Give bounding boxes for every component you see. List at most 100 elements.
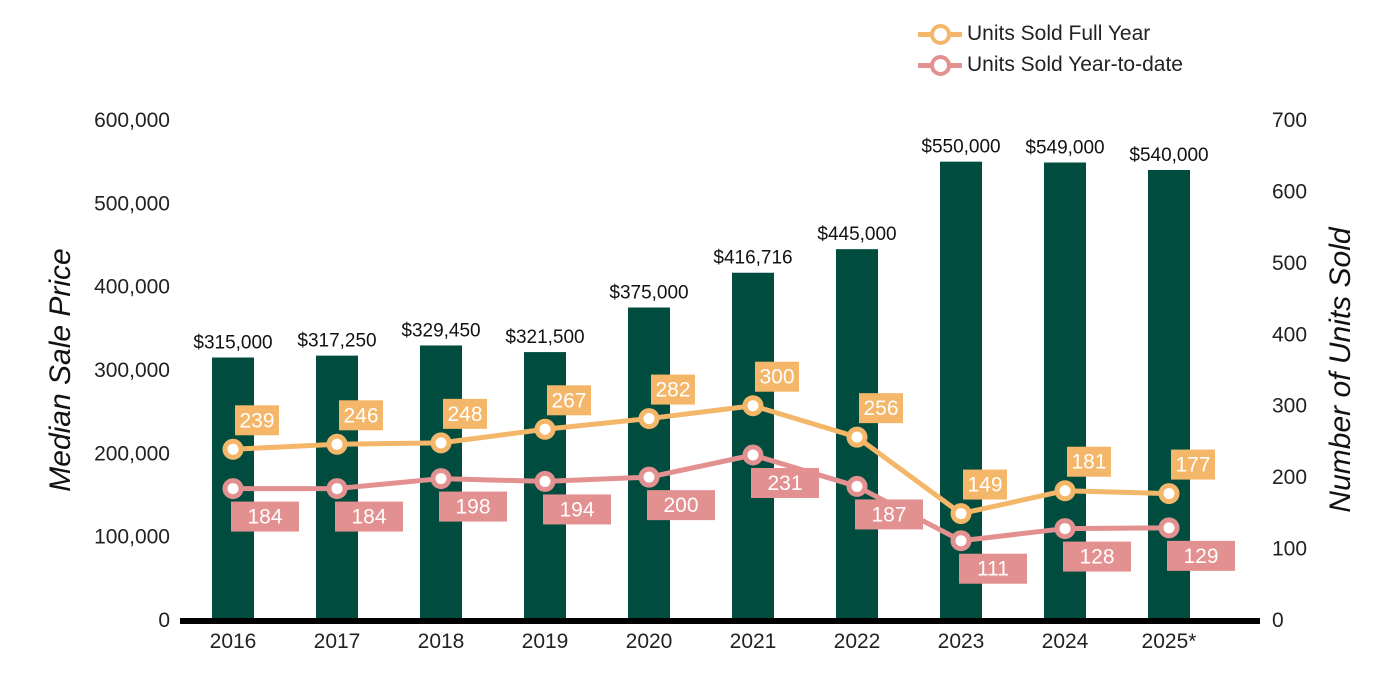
x-axis-line (180, 618, 1260, 624)
data-label-box (439, 491, 507, 522)
series-point (1158, 483, 1180, 505)
series-point (742, 395, 764, 417)
bar-value-label: $315,000 (193, 333, 272, 354)
bar-value-label: $549,000 (1025, 138, 1104, 159)
series-point (430, 432, 452, 454)
data-label-box (1167, 540, 1235, 571)
data-label-box (543, 494, 611, 525)
y-tick-right: 0 (1272, 609, 1284, 632)
data-label-box (1171, 449, 1215, 480)
series-point (1054, 518, 1076, 540)
series-point (638, 408, 660, 430)
series-point (1158, 517, 1180, 539)
legend-label-full-year: Units Sold Full Year (967, 21, 1151, 45)
data-label: 181 (1071, 451, 1106, 474)
y2-axis-title: Number of Units Sold (1324, 226, 1357, 512)
y-tick-left: 200,000 (94, 442, 170, 465)
bar-value-label: $317,250 (297, 331, 376, 352)
series-point (222, 478, 244, 500)
y-tick-left: 600,000 (94, 109, 170, 132)
data-label: 248 (447, 403, 482, 426)
x-tick-label: 2022 (834, 630, 881, 653)
series-point (1054, 480, 1076, 502)
legend-marker-full-year (918, 23, 962, 45)
data-label-box (855, 499, 923, 530)
data-label-box (1067, 446, 1111, 477)
y-tick-right: 200 (1272, 466, 1307, 489)
bar-value-label: $540,000 (1129, 145, 1208, 166)
series-point (534, 470, 556, 492)
data-label: 282 (655, 379, 690, 402)
bar-value-label: $375,000 (609, 283, 688, 304)
series-point (846, 475, 868, 497)
series-point (326, 433, 348, 455)
x-tick-label: 2016 (210, 630, 257, 653)
data-label: 184 (247, 506, 282, 529)
x-tick-label: 2024 (1042, 630, 1089, 653)
y-tick-right: 300 (1272, 395, 1307, 418)
data-label: 149 (967, 474, 1002, 497)
data-label: 246 (343, 404, 378, 427)
x-tick-label: 2023 (938, 630, 985, 653)
data-label-box (959, 553, 1027, 584)
data-label: 111 (977, 558, 1009, 581)
legend-label-ytd: Units Sold Year-to-date (967, 52, 1183, 76)
data-label-box (963, 469, 1007, 500)
data-label: 231 (767, 472, 802, 495)
y-tick-left: 400,000 (94, 276, 170, 299)
legend-marker-ytd (918, 54, 962, 76)
x-tick-label: 2025* (1142, 630, 1197, 653)
data-label-box (235, 405, 279, 436)
data-label-box (647, 490, 715, 521)
data-label: 267 (551, 389, 586, 412)
series-point (742, 444, 764, 466)
x-tick-label: 2018 (418, 630, 465, 653)
data-label-box (755, 361, 799, 392)
series-point (222, 438, 244, 460)
data-label-box (339, 400, 383, 431)
series-line (233, 452, 1170, 544)
x-tick-label: 2019 (522, 630, 569, 653)
series-point (326, 478, 348, 500)
data-label: 194 (559, 498, 594, 521)
legend-item-ytd: Units Sold Year-to-date (918, 49, 1183, 80)
legend: Units Sold Full Year Units Sold Year-to-… (918, 18, 1183, 80)
data-label-box (443, 398, 487, 429)
y-tick-right: 100 (1272, 538, 1307, 561)
bar-value-label: $329,450 (401, 320, 480, 341)
y-tick-left: 500,000 (94, 192, 170, 215)
series-line (232, 403, 1170, 517)
y-axis-title: Median Sale Price (44, 248, 77, 491)
y-tick-left: 100,000 (94, 526, 170, 549)
x-tick-label: 2020 (626, 630, 673, 653)
series-point (534, 418, 556, 440)
x-tick-label: 2021 (730, 630, 777, 653)
data-label: 128 (1079, 546, 1114, 569)
data-label: 239 (239, 409, 274, 432)
data-label: 187 (871, 503, 906, 526)
bar-value-label: $445,000 (817, 224, 896, 245)
data-label-box (335, 501, 403, 532)
legend-item-full-year: Units Sold Full Year (918, 18, 1183, 49)
series-point (950, 530, 972, 552)
data-label: 200 (663, 494, 698, 517)
series-point (638, 466, 660, 488)
data-label: 256 (863, 397, 898, 420)
data-label: 300 (759, 366, 794, 389)
data-label-box (547, 385, 591, 416)
data-label: 177 (1175, 454, 1210, 477)
bar (940, 161, 982, 620)
data-label-box (859, 393, 903, 424)
y-tick-right: 600 (1272, 180, 1307, 203)
bar-value-label: $321,500 (505, 327, 584, 348)
y-tick-right: 700 (1272, 109, 1307, 132)
y-tick-right: 500 (1272, 252, 1307, 275)
data-label-box (1063, 541, 1131, 572)
data-label: 198 (455, 496, 490, 519)
series-point (846, 426, 868, 448)
x-tick-label: 2017 (314, 630, 361, 653)
y-tick-right: 400 (1272, 323, 1307, 346)
bar (628, 307, 670, 620)
data-label: 184 (351, 506, 386, 529)
